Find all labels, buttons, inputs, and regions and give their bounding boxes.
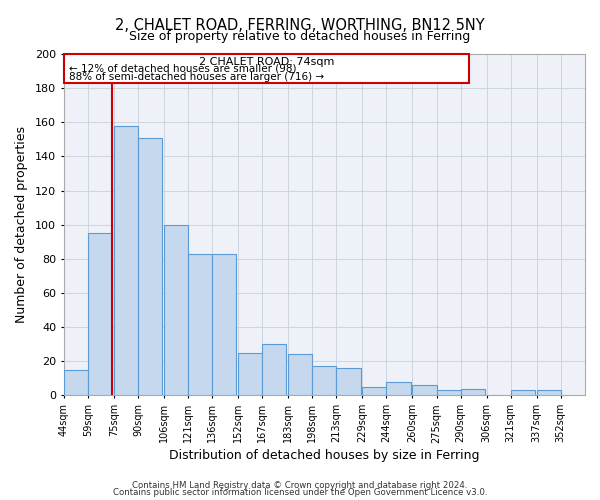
Bar xyxy=(164,224,188,396)
Bar xyxy=(114,126,138,396)
Bar xyxy=(437,390,461,396)
Text: 2, CHALET ROAD, FERRING, WORTHING, BN12 5NY: 2, CHALET ROAD, FERRING, WORTHING, BN12 … xyxy=(115,18,485,32)
Bar xyxy=(511,390,535,396)
Bar xyxy=(288,354,312,396)
Bar xyxy=(64,370,88,396)
Text: 2 CHALET ROAD: 74sqm: 2 CHALET ROAD: 74sqm xyxy=(199,56,334,66)
X-axis label: Distribution of detached houses by size in Ferring: Distribution of detached houses by size … xyxy=(169,450,479,462)
Bar xyxy=(461,388,485,396)
Text: Size of property relative to detached houses in Ferring: Size of property relative to detached ho… xyxy=(130,30,470,43)
Bar xyxy=(262,344,286,396)
Bar xyxy=(362,387,386,396)
Bar xyxy=(386,382,410,396)
Text: 88% of semi-detached houses are larger (716) →: 88% of semi-detached houses are larger (… xyxy=(68,72,323,82)
Text: ← 12% of detached houses are smaller (98): ← 12% of detached houses are smaller (98… xyxy=(68,64,296,74)
Bar xyxy=(138,138,162,396)
Bar xyxy=(188,254,212,396)
Bar xyxy=(212,254,236,396)
FancyBboxPatch shape xyxy=(64,54,469,83)
Bar xyxy=(238,352,262,396)
Bar xyxy=(88,233,112,396)
Y-axis label: Number of detached properties: Number of detached properties xyxy=(15,126,28,323)
Bar xyxy=(412,385,437,396)
Bar xyxy=(536,390,561,396)
Bar xyxy=(312,366,337,396)
Bar xyxy=(337,368,361,396)
Text: Contains HM Land Registry data © Crown copyright and database right 2024.: Contains HM Land Registry data © Crown c… xyxy=(132,480,468,490)
Text: Contains public sector information licensed under the Open Government Licence v3: Contains public sector information licen… xyxy=(113,488,487,497)
